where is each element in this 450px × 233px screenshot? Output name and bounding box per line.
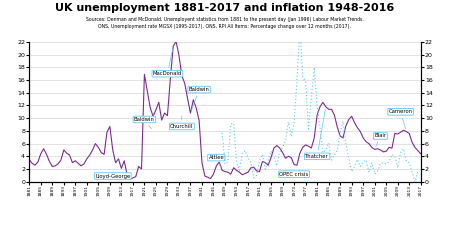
- Text: Lloyd-George: Lloyd-George: [95, 174, 130, 178]
- Text: Baldwin: Baldwin: [189, 87, 210, 110]
- Text: Sources: Denman and McDonald, Unemployent statistics from 1881 to the present da: Sources: Denman and McDonald, Unemployen…: [86, 17, 364, 22]
- Text: Blair: Blair: [374, 134, 387, 147]
- Text: UK unemployment 1881-2017 and inflation 1948-2016: UK unemployment 1881-2017 and inflation …: [55, 3, 395, 14]
- Text: Baldwin: Baldwin: [134, 117, 155, 129]
- Text: Attlee: Attlee: [208, 155, 224, 168]
- Text: OPEC crisis: OPEC crisis: [279, 168, 309, 177]
- Text: ONS, Unemployment rate MGSX (1995-2017). ONS, RPI All Items: Percentage change o: ONS, Unemployment rate MGSX (1995-2017).…: [99, 24, 351, 29]
- Text: Cameron: Cameron: [389, 109, 413, 129]
- Text: Churchill: Churchill: [170, 116, 194, 129]
- Text: Thatcher: Thatcher: [305, 110, 329, 159]
- Text: MacDonald: MacDonald: [153, 49, 182, 76]
